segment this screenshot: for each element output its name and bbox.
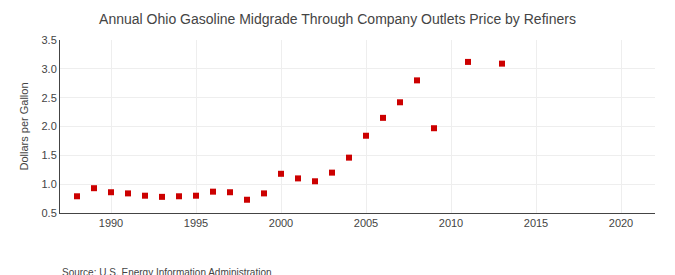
svg-text:0.5: 0.5 xyxy=(42,207,57,219)
svg-text:Dollars per Gallon: Dollars per Gallon xyxy=(18,82,30,170)
svg-text:Source: U.S. Energy Informatio: Source: U.S. Energy Information Administ… xyxy=(62,267,272,275)
svg-text:1.0: 1.0 xyxy=(42,178,57,190)
svg-text:2005: 2005 xyxy=(354,217,378,229)
svg-text:1995: 1995 xyxy=(184,217,208,229)
svg-text:Annual Ohio Gasoline Midgrade: Annual Ohio Gasoline Midgrade Through Co… xyxy=(99,11,576,27)
svg-text:2010: 2010 xyxy=(439,217,463,229)
svg-text:3.5: 3.5 xyxy=(42,34,57,46)
svg-text:3.0: 3.0 xyxy=(42,63,57,75)
svg-text:2.5: 2.5 xyxy=(42,92,57,104)
svg-text:1.5: 1.5 xyxy=(42,149,57,161)
svg-text:2015: 2015 xyxy=(524,217,548,229)
svg-text:2020: 2020 xyxy=(609,217,633,229)
svg-text:1990: 1990 xyxy=(99,217,123,229)
svg-text:2.0: 2.0 xyxy=(42,120,57,132)
svg-text:2000: 2000 xyxy=(269,217,293,229)
